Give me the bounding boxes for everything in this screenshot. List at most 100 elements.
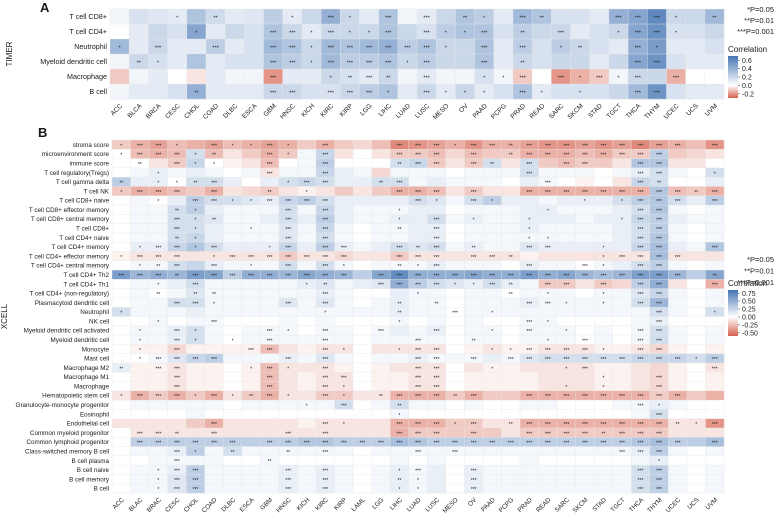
heatmap-cell (427, 186, 447, 197)
heatmap-cell (612, 465, 632, 475)
row-label: Class-switched memory B cell (25, 448, 109, 455)
heatmap-cell (427, 325, 447, 336)
heatmap-cell (278, 158, 298, 169)
heatmap-cell (538, 455, 558, 466)
heatmap-cell (278, 390, 298, 401)
heatmap-cell (390, 297, 410, 308)
significance-label: *** (327, 31, 334, 37)
heatmap-cell (130, 418, 150, 429)
heatmap-cell (705, 186, 725, 197)
row-label: stroma score (73, 142, 110, 149)
heatmap-cell (631, 474, 651, 485)
heatmap-cell (241, 335, 261, 345)
heatmap-cell (427, 437, 447, 447)
heatmap-cell (371, 251, 391, 262)
heatmap-cell (204, 335, 224, 345)
significance-label: * (528, 227, 530, 233)
significance-label: *** (322, 348, 328, 354)
significance-label: *** (322, 357, 328, 363)
heatmap-cell (223, 353, 243, 364)
y-axis-title: TIMER (5, 41, 14, 66)
significance-label: * (454, 143, 456, 149)
significance-label: *** (545, 246, 551, 252)
heatmap-cell (241, 307, 261, 317)
heatmap-cell (334, 270, 354, 280)
heatmap-cell (668, 381, 688, 392)
heatmap-cell (594, 223, 614, 234)
heatmap-cell (260, 390, 280, 401)
significance-label: *** (193, 469, 199, 475)
significance-label: *** (415, 338, 421, 344)
significance-label: * (417, 264, 419, 270)
heatmap-cell (112, 362, 131, 373)
heatmap-cell (464, 372, 484, 382)
significance-label: *** (638, 487, 644, 493)
heatmap-cell (594, 316, 614, 327)
heatmap-cell (520, 455, 539, 466)
heatmap-cell (482, 223, 502, 234)
heatmap-cell (225, 39, 245, 55)
heatmap-cell (538, 242, 558, 252)
significance-label: *** (378, 329, 384, 335)
heatmap-cell (186, 149, 206, 159)
significance-label: *** (155, 46, 162, 52)
significance-label: *** (508, 441, 514, 447)
heatmap-cell (705, 483, 725, 494)
significance-label: *** (582, 431, 588, 437)
significance-label: *** (366, 91, 373, 97)
heatmap-cell (297, 242, 317, 252)
significance-label: *** (545, 431, 551, 437)
significance-label: * (398, 469, 400, 475)
significance-label: *** (174, 227, 180, 233)
heatmap-cell (594, 446, 614, 457)
heatmap-cell (241, 362, 261, 373)
significance-label: *** (638, 162, 644, 168)
heatmap-cell (353, 465, 372, 475)
heatmap-cell (112, 372, 131, 382)
heatmap-cell (445, 177, 465, 187)
heatmap-cell (334, 418, 354, 429)
significance-label: ** (156, 292, 160, 298)
heatmap-cell (501, 372, 521, 382)
column-label: HNSC (279, 102, 297, 120)
heatmap-cell (666, 39, 686, 55)
heatmap-cell (408, 400, 428, 410)
heatmap-cell (112, 335, 131, 345)
heatmap-cell (130, 353, 150, 364)
heatmap-cell (148, 69, 168, 85)
heatmap-cell (353, 325, 372, 336)
heatmap-cell (334, 307, 354, 317)
heatmap-cell (501, 307, 521, 317)
significance-label: *** (397, 394, 403, 400)
significance-label: *** (638, 199, 644, 205)
heatmap-cell (297, 446, 317, 457)
heatmap-cell (378, 24, 399, 40)
heatmap-cell (474, 39, 495, 55)
heatmap-cell (359, 24, 379, 40)
significance-label: *** (415, 385, 421, 391)
heatmap-cell (223, 158, 243, 169)
heatmap-cell (241, 483, 261, 494)
heatmap-cell (686, 400, 706, 410)
significance-label: *** (322, 264, 328, 270)
heatmap-cell (501, 455, 521, 466)
significance-label: *** (656, 469, 662, 475)
heatmap-cell (575, 381, 595, 392)
heatmap-cell (167, 362, 187, 373)
column-label: SARC (554, 496, 572, 513)
panel-label: B (38, 125, 47, 140)
significance-label: ** (268, 190, 272, 196)
heatmap-cell (445, 316, 465, 327)
heatmap-cell (112, 270, 131, 280)
heatmap-cell (557, 409, 576, 419)
heatmap-cell (334, 344, 354, 354)
heatmap-cell (501, 362, 521, 373)
heatmap-cell (297, 195, 317, 206)
heatmap-cell (186, 214, 206, 224)
significance-label: ** (175, 273, 179, 279)
significance-label: *** (230, 273, 236, 279)
heatmap-cell (705, 335, 725, 345)
heatmap-cell (557, 214, 576, 224)
heatmap-cell (575, 214, 595, 224)
heatmap-cell (130, 205, 150, 215)
